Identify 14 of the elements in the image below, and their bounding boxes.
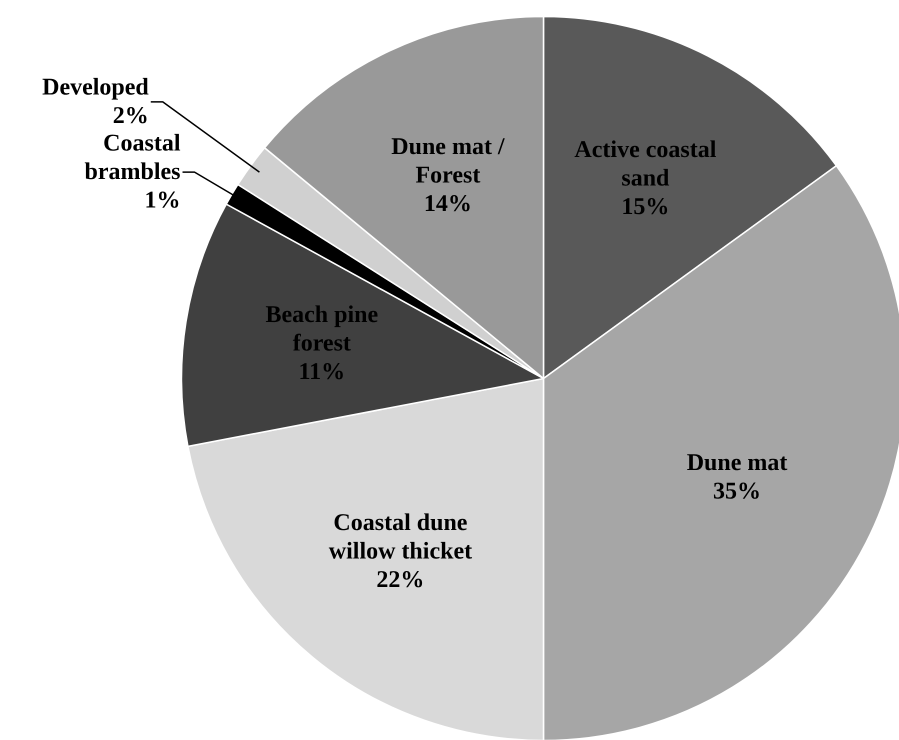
slice-label: Coastal dune willow thicket (328, 510, 472, 564)
slice-label: Beach pine forest (265, 302, 379, 356)
slice-label: Dune mat (686, 450, 788, 476)
data-label: 22% (376, 567, 424, 594)
data-label: 14% (424, 191, 472, 218)
data-label: 15% (621, 194, 670, 220)
data-label: 2% (112, 103, 149, 130)
data-label: 1% (144, 188, 181, 214)
slice-label: Coastal brambles (84, 130, 181, 186)
slice-label: Developed (42, 74, 150, 101)
slice-label: Active coastal sand (574, 136, 717, 192)
data-label: 35% (713, 478, 762, 504)
data-label: 11% (298, 358, 346, 385)
slice-label: Dune mat / Forest (391, 134, 505, 188)
